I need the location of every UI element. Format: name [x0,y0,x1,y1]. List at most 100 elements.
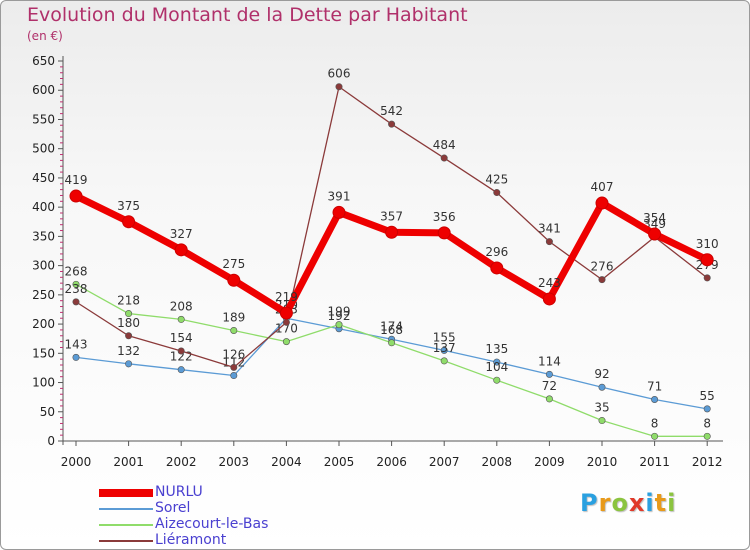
legend-label: Sorel [155,500,191,516]
x-tick-label: 2006 [376,455,407,469]
data-label: 391 [328,189,351,203]
data-point [440,357,448,365]
data-label: 341 [538,222,561,236]
y-tick-label: 300 [32,259,55,273]
data-label: 104 [485,360,508,374]
data-point [490,261,504,275]
data-label: 72 [542,379,557,393]
data-label: 425 [485,173,508,187]
x-tick-label: 2002 [166,455,197,469]
y-tick-label: 350 [32,229,55,243]
x-tick-label: 2004 [271,455,302,469]
y-tick-label: 400 [32,200,55,214]
data-point [125,310,133,318]
legend-label: Liéramont [155,532,227,548]
data-label: 327 [170,227,193,241]
data-label: 92 [594,367,609,381]
chart-title: Evolution du Montant de la Dette par Hab… [27,4,468,26]
data-point [388,339,396,347]
x-tick-label: 2003 [219,455,250,469]
data-point [282,318,290,326]
logo-letter: t [654,489,668,517]
y-tick-label: 500 [32,142,55,156]
y-tick-label: 150 [32,346,55,360]
data-label: 155 [433,330,456,344]
data-label: 8 [703,416,711,430]
data-point [437,226,451,240]
data-point [703,432,711,440]
data-point [545,395,553,403]
data-point [122,215,136,229]
data-point [493,189,501,197]
data-label: 484 [433,138,456,152]
data-point [332,205,346,219]
data-point [72,298,80,306]
data-point [440,154,448,162]
data-point [493,376,501,384]
data-point [545,370,553,378]
data-label: 310 [696,237,719,251]
data-point [703,274,711,282]
data-point [335,83,343,91]
logo-letter: x [628,489,646,517]
data-label: 143 [65,337,88,351]
data-label: 296 [485,245,508,259]
data-label: 71 [647,379,662,393]
data-label: 180 [117,316,140,330]
logo-letter: o [611,489,629,517]
logo-letter: i [667,489,677,517]
y-tick-label: 200 [32,317,55,331]
chart-subtitle: (en €) [27,29,63,43]
data-label: 407 [591,180,614,194]
legend-swatch-nurlu [99,489,153,497]
y-tick-label: 50 [40,405,55,419]
data-point [230,372,238,380]
data-label: 356 [433,210,456,224]
data-point [72,280,80,288]
data-label: 192 [328,309,351,323]
data-point [440,346,448,354]
data-label: 137 [433,341,456,355]
y-tick-label: 450 [32,171,55,185]
data-label: 208 [170,299,193,313]
data-point [542,292,556,306]
data-point [174,243,188,257]
data-label: 219 [275,290,298,304]
data-point [385,225,399,239]
data-label: 154 [170,331,193,345]
data-label: 375 [117,199,140,213]
data-label: 606 [328,67,351,81]
data-label: 268 [65,264,88,278]
data-point [282,338,290,346]
legend-swatch-aizecourt [99,524,153,526]
data-point [700,253,714,267]
data-label: 132 [117,344,140,358]
data-label: 126 [222,347,245,361]
data-label: 243 [538,276,561,290]
data-point [598,383,606,391]
data-point [493,358,501,366]
y-tick-label: 100 [32,376,55,390]
data-point [279,306,293,320]
y-tick-label: 250 [32,288,55,302]
legend-label: Aizecourt-le-Bas [155,516,269,532]
data-point [595,196,609,210]
legend-swatch-sorel [99,508,153,510]
data-label: 168 [380,323,403,337]
data-point [598,276,606,284]
x-tick-label: 2011 [639,455,670,469]
x-tick-label: 2012 [692,455,723,469]
data-point [72,353,80,361]
data-point [335,321,343,329]
logo-letter: P [580,489,599,517]
proxiti-logo: Proxiti [580,489,676,517]
data-point [651,432,659,440]
logo-letter: i [645,489,655,517]
data-label: 357 [380,209,403,223]
x-tick-label: 2010 [587,455,618,469]
data-point [227,273,241,287]
data-point [177,366,185,374]
data-point [125,332,133,340]
